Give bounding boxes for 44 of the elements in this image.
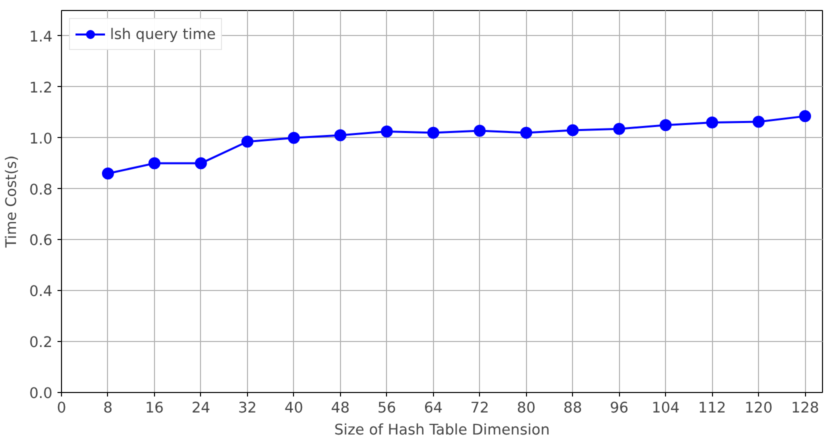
y-tick-label: 0.8 (29, 181, 53, 198)
point (660, 119, 672, 132)
y-tick-label: 1.4 (29, 28, 53, 46)
x-tick-label: 112 (698, 400, 726, 416)
x-tick-label: 96 (610, 400, 629, 416)
point (148, 157, 160, 170)
x-tick-label: 128 (791, 400, 820, 416)
point (241, 136, 254, 148)
x-tick-label: 0 (56, 400, 66, 416)
point (288, 132, 300, 144)
x-tick-label: 88 (563, 400, 582, 416)
x-tick-label: 64 (424, 400, 443, 416)
x-tick-label: 32 (238, 400, 257, 416)
x-tick-label: 48 (331, 400, 350, 416)
x-tick-label: 24 (192, 400, 210, 416)
x-tick-label: 104 (652, 400, 680, 416)
x-tick-label: 40 (284, 400, 304, 416)
point (520, 126, 532, 139)
point (613, 122, 626, 135)
point (427, 126, 440, 139)
x-tick-label: 16 (145, 400, 164, 416)
point (799, 110, 812, 122)
point (194, 157, 207, 170)
x-tick-label: 80 (516, 400, 536, 416)
point (566, 124, 579, 136)
x-tick-label: 72 (470, 400, 490, 416)
point (334, 129, 346, 142)
y-tick-label: 0.0 (29, 385, 53, 402)
point (706, 116, 718, 129)
x-tick-label: 56 (377, 400, 396, 416)
point (380, 125, 393, 138)
point (474, 124, 486, 137)
point (102, 168, 114, 180)
x-tick-label: 8 (103, 400, 113, 416)
x-tick-label: 120 (744, 400, 773, 416)
y-tick-label: 0.4 (29, 283, 53, 300)
legend-label: lsh query time (110, 26, 216, 42)
y-tick-label: 1.0 (29, 130, 53, 148)
y-axis-title: Time Cost(s) (3, 155, 20, 249)
x-axis-title: Size of Hash Table Dimension (334, 422, 550, 438)
point (752, 116, 765, 128)
y-tick-label: 0.2 (29, 334, 53, 352)
y-tick-label: 1.2 (29, 79, 53, 96)
y-tick-label: 0.6 (29, 232, 53, 250)
